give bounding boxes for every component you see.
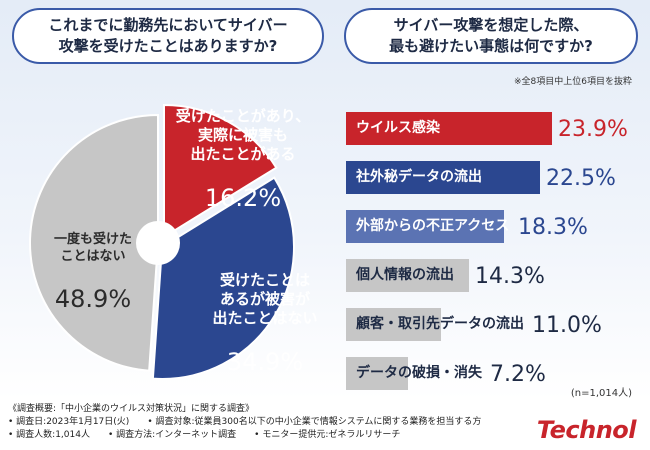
- bar: [346, 210, 504, 243]
- technol-logo: Technol: [536, 416, 637, 444]
- pie-label-gray-value: 48.9%: [54, 285, 132, 313]
- bar-value: 14.3%: [475, 264, 545, 289]
- pie-slice-1: [163, 103, 278, 239]
- footer-date: • 調査日:2023年1月17日(火): [8, 417, 130, 427]
- pie-label-gray: 一度も受けた ことはない 48.9%: [38, 212, 148, 333]
- bar: [346, 259, 469, 292]
- pie-label-blue-text: 受けたことは あるが被害が 出たことはない: [212, 271, 318, 327]
- bar-row: ウイルス感染 23.9%: [346, 108, 642, 157]
- pie-center-hole: [136, 221, 180, 265]
- bar-value: 7.2%: [490, 362, 546, 387]
- footer-method: • 調査方法:インターネット調査: [107, 430, 237, 440]
- footer-target: • 調査対象:従業員300名以下の中小企業で情報システムに関する業務を担当する方: [147, 417, 482, 427]
- bar-value: 22.5%: [546, 166, 616, 191]
- bar: [346, 308, 441, 341]
- left-question: これまでに勤務先においてサイバー 攻撃を受けたことはありますか?: [12, 8, 324, 64]
- bar-label: 個人情報の流出: [356, 267, 454, 283]
- footer-provider: • モニター提供元:ゼネラルリサーチ: [254, 430, 401, 440]
- pie-label-red: 受けたことがあり、 実際に被害も 出たことがある 16.2%: [158, 88, 328, 232]
- pie-label-gray-text: 一度も受けた ことはない: [53, 232, 132, 264]
- bar-row: 個人情報の流出 14.3%: [346, 255, 642, 304]
- bar: [346, 161, 540, 194]
- bar-row: 顧客・取引先データの流出 11.0%: [346, 304, 642, 353]
- footer-line-1: 《調査概要:「中小企業のウイルス対策状況」に関する調査》: [8, 404, 255, 414]
- survey-footer: 《調査概要:「中小企業のウイルス対策状況」に関する調査》 • 調査日:2023年…: [8, 403, 481, 442]
- bar-label: データの破損・消失: [356, 365, 482, 381]
- bar: [346, 357, 408, 390]
- bar-label: ウイルス感染: [356, 120, 440, 136]
- right-question: サイバー攻撃を想定した際、 最も避けたい事態は何ですか?: [344, 8, 638, 64]
- sample-size-note: (n=1,014人): [570, 388, 632, 399]
- bar-label: 外部からの不正アクセス: [356, 218, 510, 234]
- pie-label-red-value: 16.2%: [204, 184, 282, 212]
- bar-row: データの破損・消失 7.2%: [346, 353, 642, 402]
- pie-slice-3: [29, 113, 159, 372]
- bar-value: 18.3%: [518, 215, 588, 240]
- pie-label-blue-value: 34.9%: [226, 348, 304, 376]
- right-note: ※全8項目中上位6項目を抜粋: [514, 77, 632, 87]
- pie-slice-2: [151, 176, 295, 380]
- pie-label-red-text: 受けたことがあり、 実際に被害も 出たことがある: [175, 107, 311, 163]
- bar-chart: ウイルス感染 23.9% 社外秘データの流出 22.5% 外部からの不正アクセス 18.3…: [346, 108, 642, 402]
- bar-value: 23.9%: [558, 117, 628, 142]
- bar: [346, 112, 552, 145]
- pie-label-blue: 受けたことは あるが被害が 出たことはない 34.9%: [190, 252, 340, 396]
- footer-count: • 調査人数:1,014人: [8, 430, 90, 440]
- bar-row: 外部からの不正アクセス 18.3%: [346, 206, 642, 255]
- bar-row: 社外秘データの流出 22.5%: [346, 157, 642, 206]
- bar-label: 社外秘データの流出: [356, 169, 482, 185]
- bar-value: 11.0%: [532, 313, 602, 338]
- bar-label: 顧客・取引先データの流出: [356, 316, 524, 332]
